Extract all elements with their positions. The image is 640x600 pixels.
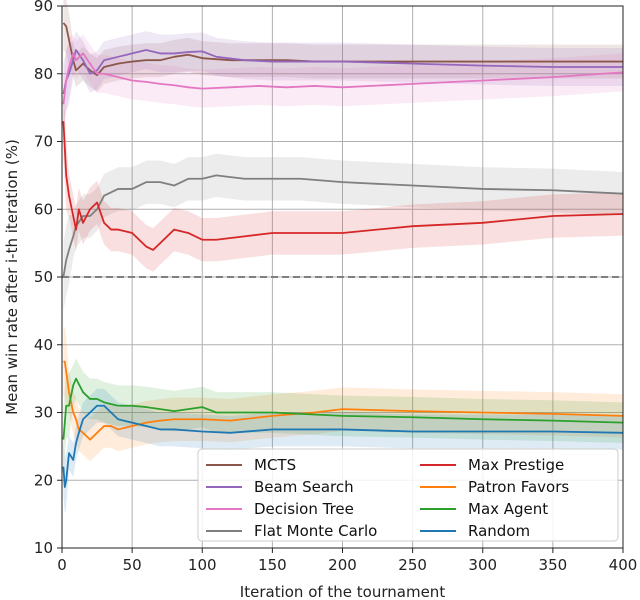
y-tick-label: 90 xyxy=(34,0,53,15)
legend-label: Random xyxy=(468,522,530,540)
line-patron-favors xyxy=(63,360,624,441)
line-random xyxy=(62,404,624,488)
legend-label: Beam Search xyxy=(254,478,354,496)
line-beam-search xyxy=(62,49,623,95)
y-tick-label: 30 xyxy=(34,404,53,422)
x-tick-label: 50 xyxy=(123,556,142,574)
legend-box xyxy=(197,448,619,542)
x-tick-label: 200 xyxy=(328,556,357,574)
x-tick-label: 250 xyxy=(398,556,427,574)
legend-label: MCTS xyxy=(254,456,296,474)
x-tick-label: 150 xyxy=(258,556,287,574)
x-tick-label: 400 xyxy=(609,556,638,574)
y-tick-label: 50 xyxy=(34,268,53,286)
legend-label: Decision Tree xyxy=(254,500,354,518)
y-tick-label: 20 xyxy=(34,471,53,489)
band-patron-favors xyxy=(63,326,623,462)
band-flat-monte-carlo xyxy=(63,153,623,312)
legend-label: Max Prestige xyxy=(468,456,564,474)
legend-label: Patron Favors xyxy=(468,478,569,496)
line-max-agent xyxy=(62,377,624,440)
series-lines xyxy=(62,22,624,488)
y-tick-label: 40 xyxy=(34,336,53,354)
axis-ticks: 0 50 100 150 200 250 300 350 400 10 20 30 40 50 60 70 80… xyxy=(34,0,637,574)
y-tick-label: 60 xyxy=(34,200,53,218)
y-tick-label: 80 xyxy=(34,65,53,83)
band-decision-tree xyxy=(63,34,623,135)
x-tick-label: 350 xyxy=(539,556,568,574)
band-max-prestige xyxy=(63,86,623,272)
x-tick-label: 300 xyxy=(468,556,497,574)
line-max-prestige xyxy=(62,121,624,251)
band-beam-search xyxy=(63,31,623,125)
legend-label: Max Agent xyxy=(468,500,548,518)
y-axis-label: Mean win rate after i-th iteration (%) xyxy=(3,139,21,415)
legend-label: Flat Monte Carlo xyxy=(254,522,377,540)
line-decision-tree xyxy=(62,52,624,105)
legend: MCTS Beam Search Decision Tree Flat Monte C… xyxy=(197,448,619,542)
x-tick-label: 0 xyxy=(57,556,67,574)
x-axis-label: Iteration of the tournament xyxy=(240,583,446,600)
x-tick-label: 100 xyxy=(188,556,217,574)
y-tick-label: 70 xyxy=(34,133,53,151)
y-tick-label: 10 xyxy=(34,539,53,557)
band-mcts xyxy=(63,0,623,93)
